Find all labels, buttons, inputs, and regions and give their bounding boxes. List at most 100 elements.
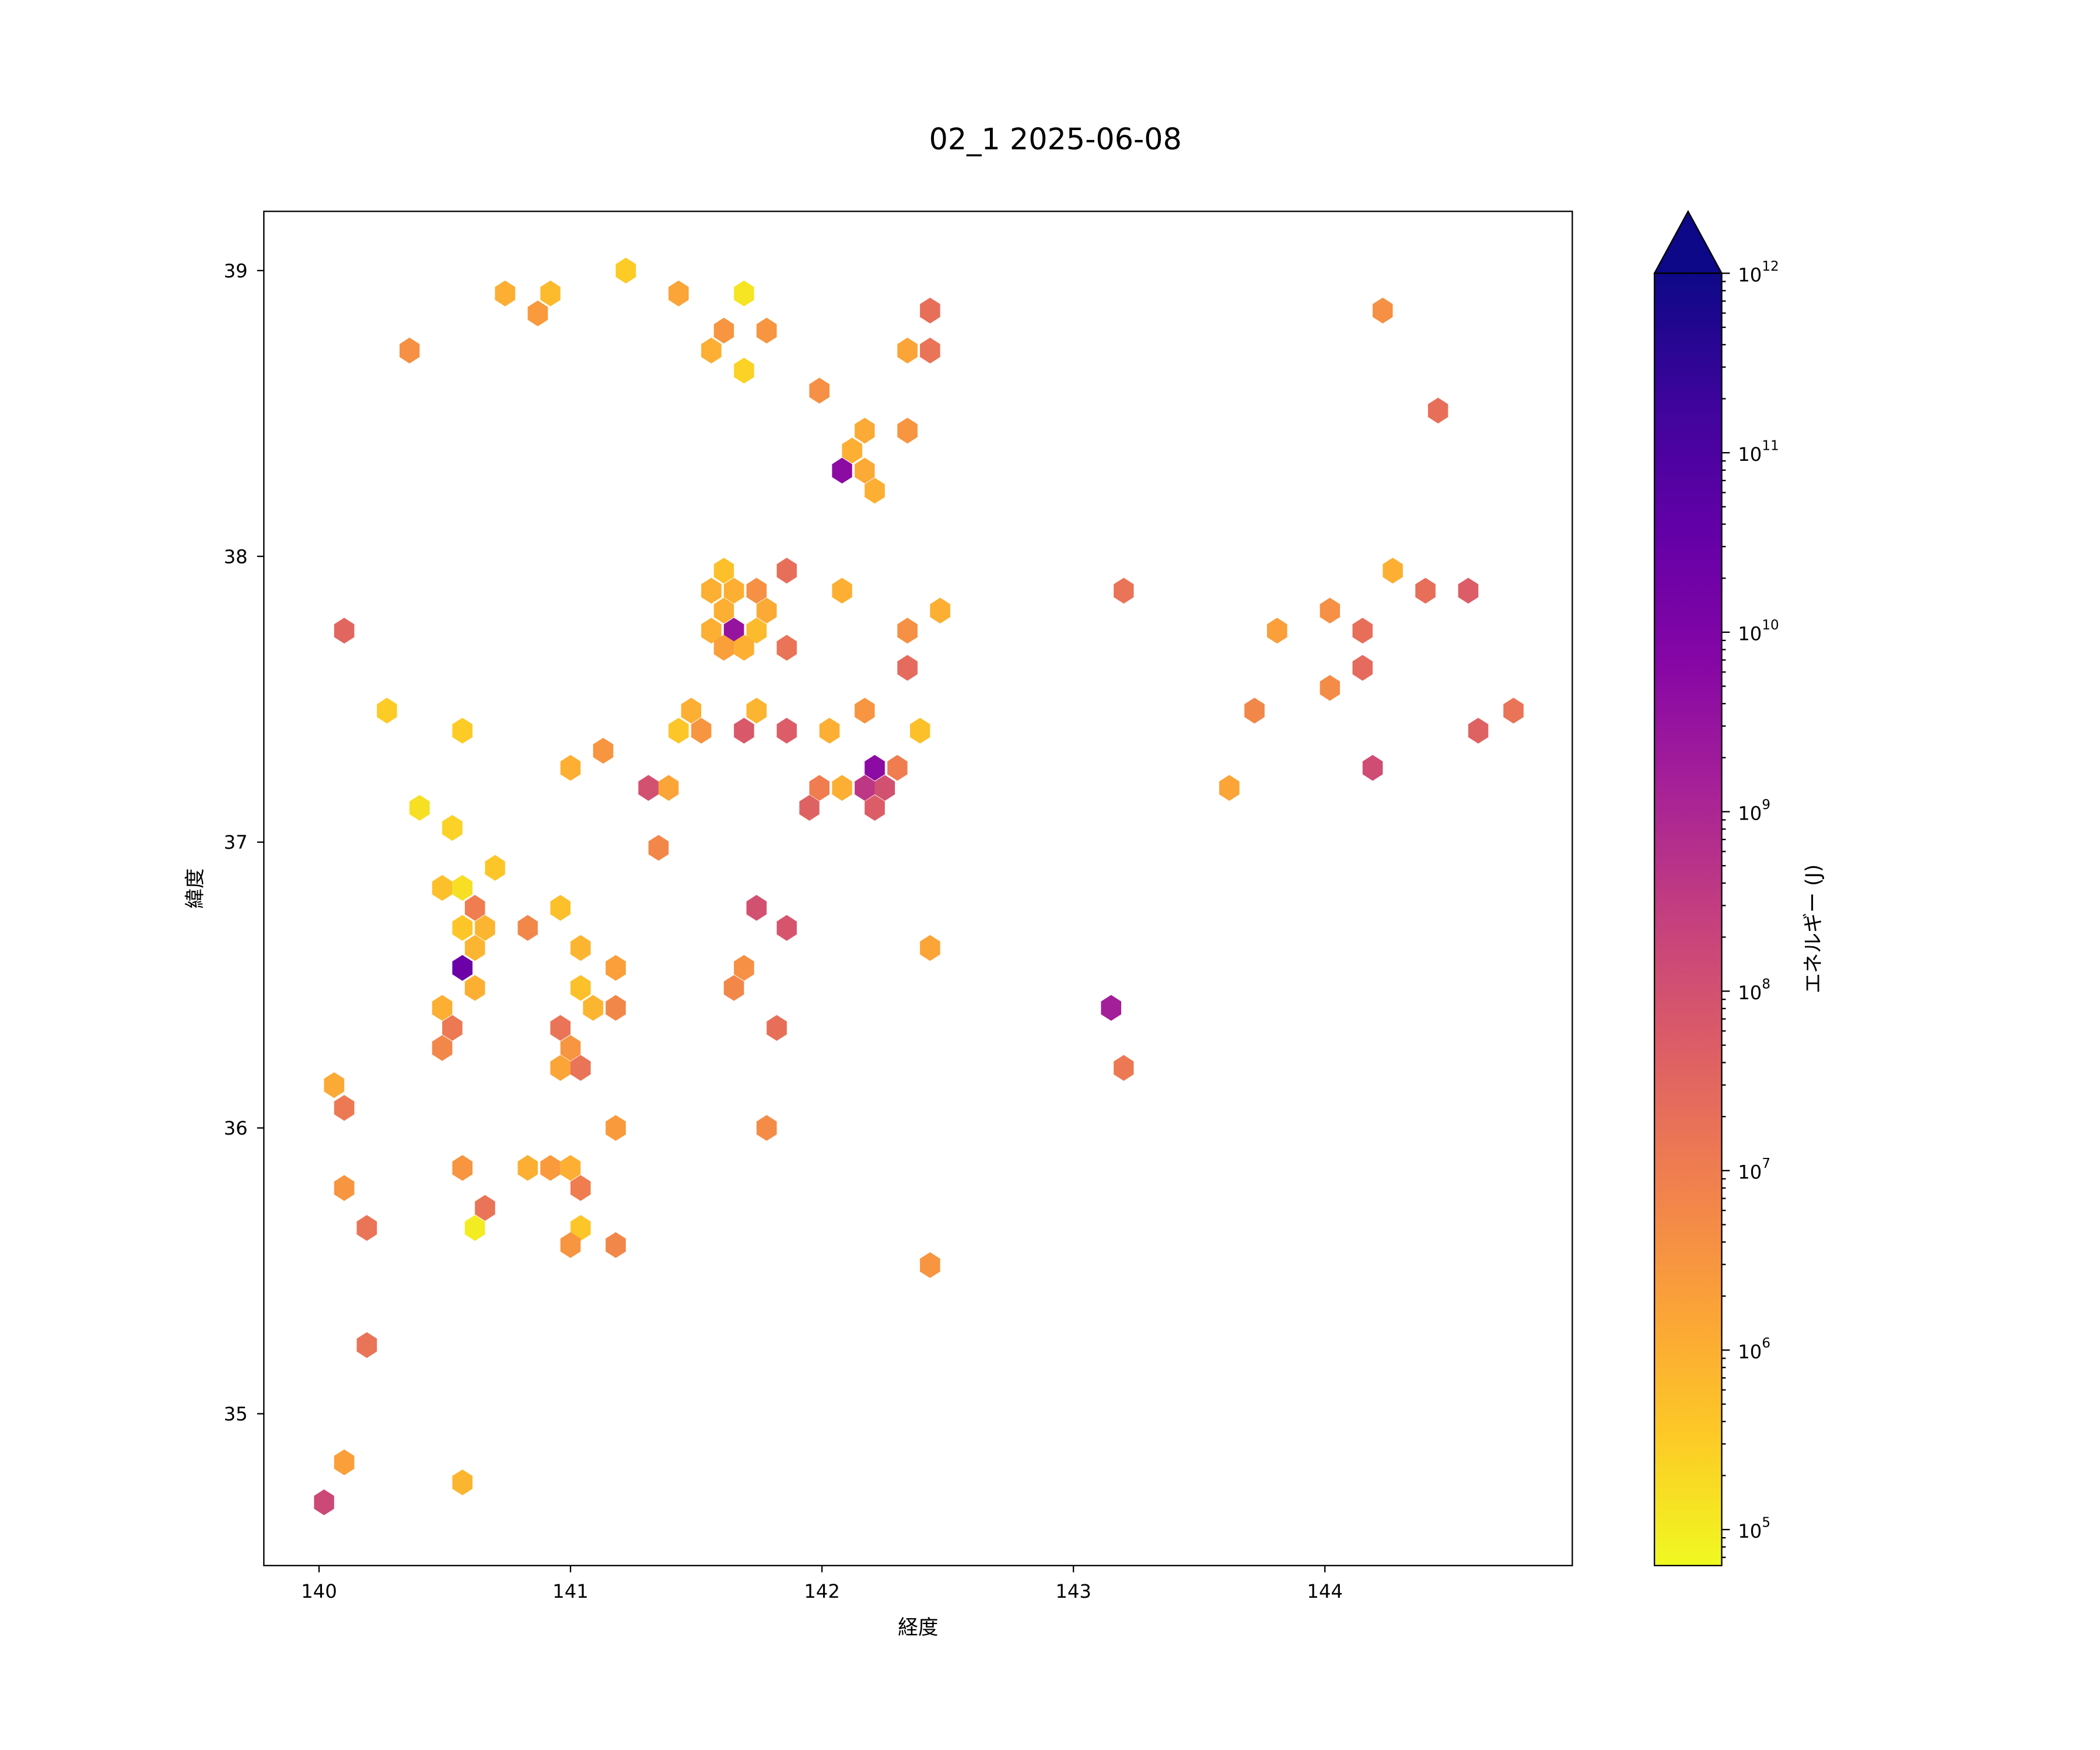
hex-bin — [668, 718, 689, 744]
hex-bin — [1267, 618, 1287, 644]
hex-bin — [713, 317, 734, 344]
y-tick-label: 36 — [224, 1117, 248, 1139]
colorbar-ticks: 105 106 107 108 109 1010 1011 1012 — [1721, 259, 1779, 1558]
hex-bin — [540, 280, 561, 307]
hex-bin — [681, 698, 702, 724]
hex-bin — [920, 935, 940, 961]
hex-bin — [570, 935, 591, 961]
hex-bin — [874, 775, 895, 801]
hex-bin — [776, 915, 797, 941]
hex-bin — [452, 1155, 473, 1181]
x-axis: 140 141 142 143 144 — [301, 1565, 1343, 1602]
hex-bin — [560, 1035, 581, 1061]
hex-bin — [452, 875, 473, 901]
hex-layer — [314, 257, 1524, 1516]
hex-bin — [1503, 698, 1524, 724]
x-axis-label: 経度 — [898, 1616, 938, 1640]
hex-bin — [855, 698, 875, 724]
hex-bin — [475, 1195, 495, 1221]
hex-bin — [668, 280, 689, 307]
hex-bin — [746, 698, 767, 724]
plot-frame — [263, 211, 1573, 1566]
hex-bin — [723, 578, 744, 604]
hex-bin — [615, 257, 636, 284]
hex-bin — [746, 618, 767, 644]
hex-bin — [1244, 698, 1265, 724]
y-tick-label: 38 — [224, 545, 248, 568]
hex-bin — [1468, 718, 1489, 744]
x-tick-label: 142 — [804, 1580, 840, 1602]
colorbar-tick-label: 108 — [1738, 977, 1770, 1004]
hex-bin — [570, 1214, 591, 1241]
hex-bin — [832, 775, 852, 801]
hex-bin — [776, 558, 797, 584]
x-tick-label: 143 — [1055, 1580, 1091, 1602]
hex-bin — [832, 457, 852, 484]
hex-bin — [855, 457, 875, 484]
hex-bin — [550, 1055, 570, 1081]
hex-bin — [570, 975, 591, 1001]
hex-bin — [399, 337, 420, 364]
colorbar-extend-arrow — [1653, 209, 1723, 274]
hex-bin — [1114, 1055, 1134, 1081]
hex-bin — [746, 578, 767, 604]
hex-bin — [334, 1175, 355, 1201]
hex-bin — [314, 1489, 334, 1516]
colorbar-tick-label: 105 — [1738, 1515, 1770, 1542]
hex-bin — [897, 337, 918, 364]
hex-bin — [723, 618, 744, 644]
hex-bin — [1362, 755, 1383, 781]
hex-bin — [713, 558, 734, 584]
hex-bin — [920, 337, 940, 364]
hex-bin — [658, 775, 679, 801]
hex-bin — [464, 975, 485, 1001]
hex-bin — [606, 995, 626, 1021]
hex-bin — [550, 895, 570, 921]
hex-bin — [356, 1332, 377, 1358]
hex-bin — [756, 317, 777, 344]
hex-bin — [734, 280, 754, 307]
hex-bin — [887, 755, 908, 781]
hex-bin — [475, 915, 495, 941]
hex-bin — [517, 915, 538, 941]
hex-bin — [334, 1095, 355, 1121]
hex-bin — [819, 718, 840, 744]
hex-bin — [560, 1155, 581, 1181]
hex-bin — [1458, 578, 1479, 604]
hex-bin — [334, 1449, 355, 1475]
hex-bin — [583, 995, 604, 1021]
hex-bin — [809, 775, 830, 801]
hex-bin — [464, 935, 485, 961]
hex-bin — [356, 1214, 377, 1241]
hex-bin — [324, 1072, 345, 1098]
hex-bin — [756, 597, 777, 624]
hex-bin — [570, 1175, 591, 1201]
hex-bin — [842, 438, 863, 464]
hex-bin — [691, 718, 712, 744]
colorbar-label: エネルギー (J) — [1802, 864, 1825, 993]
hex-bin — [560, 1232, 581, 1258]
hex-bin — [432, 1035, 453, 1061]
colorbar-tick-label: 107 — [1738, 1156, 1770, 1183]
hex-bin — [638, 775, 659, 801]
hex-bin — [1415, 578, 1436, 604]
hex-bin — [485, 855, 505, 881]
hex-bin — [452, 955, 473, 981]
hex-bin — [855, 418, 875, 444]
hex-bin — [855, 775, 875, 801]
hex-bin — [452, 1469, 473, 1496]
colorbar-tick-label: 1010 — [1738, 618, 1779, 645]
hex-bin — [606, 1115, 626, 1141]
hex-bin — [897, 654, 918, 681]
x-tick-label: 140 — [301, 1580, 337, 1602]
y-axis: 35 36 37 38 39 — [224, 260, 264, 1425]
hex-bin — [809, 377, 830, 404]
hex-bin — [1428, 397, 1448, 424]
hex-bin — [1219, 775, 1240, 801]
hex-bin — [920, 298, 940, 324]
hex-bin — [723, 975, 744, 1001]
hex-bin — [550, 1015, 570, 1041]
hex-bin — [464, 895, 485, 921]
hex-bin — [897, 418, 918, 444]
